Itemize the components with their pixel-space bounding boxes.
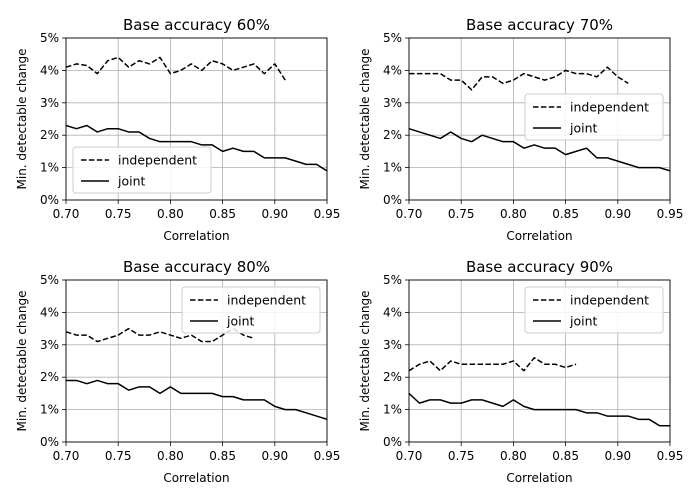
x-axis-label: Correlation	[163, 471, 229, 485]
x-tick-label: 0.70	[396, 207, 423, 221]
y-tick-label: 3%	[383, 96, 402, 110]
axes-frame	[408, 37, 671, 201]
x-tick-label: 0.75	[448, 207, 475, 221]
chart-title: Base accuracy 70%	[466, 16, 613, 34]
y-tick-label: 5%	[383, 31, 402, 45]
y-tick-label: 5%	[40, 31, 59, 45]
series-line-joint	[66, 379, 328, 421]
y-tick-label: 2%	[40, 370, 59, 384]
y-tick-label: 2%	[383, 128, 402, 142]
x-tick-label: 0.95	[657, 449, 684, 463]
y-tick-label: 4%	[383, 63, 402, 77]
chart-title: Base accuracy 80%	[123, 258, 270, 276]
y-tick-label: 4%	[40, 63, 59, 77]
x-tick-label: 0.90	[261, 449, 288, 463]
chart-title: Base accuracy 60%	[123, 16, 270, 34]
y-tick-label: 0%	[383, 435, 402, 449]
x-axis-label: Correlation	[506, 229, 572, 243]
x-tick-label: 0.75	[105, 449, 132, 463]
y-tick-label: 2%	[40, 128, 59, 142]
x-tick-label: 0.90	[604, 207, 631, 221]
y-tick-label: 1%	[383, 161, 402, 175]
x-tick-label: 0.95	[314, 449, 341, 463]
x-axis-label: Correlation	[163, 229, 229, 243]
legend-label-independent: independent	[118, 153, 197, 168]
series-line-joint	[408, 392, 670, 427]
chart-panel-3: 0.70 0.75 0.80 0.85 0.90 0.95 0% 1% 2% 3% 4% 5% Base…	[15, 258, 340, 485]
y-tick-label: 3%	[40, 96, 59, 110]
x-tick-label: 0.80	[500, 207, 527, 221]
legend-label-independent: independent	[227, 293, 306, 308]
series-line-independent	[65, 56, 286, 81]
chart-title: Base accuracy 90%	[466, 258, 613, 276]
legend-label-independent: independent	[570, 100, 649, 115]
legend: independent joint	[524, 286, 664, 334]
y-tick-label: 3%	[383, 338, 402, 352]
y-tick-label: 0%	[40, 435, 59, 449]
y-tick-label: 1%	[40, 403, 59, 417]
chart-panel-2: 0.70 0.75 0.80 0.85 0.90 0.95 0% 1% 2% 3% 4% 5% Base…	[358, 16, 683, 243]
legend-label-independent: independent	[570, 293, 649, 308]
legend: independent joint	[524, 93, 664, 141]
x-tick-label: 0.75	[448, 449, 475, 463]
chart-panel-1: 0.70 0.75 0.80 0.85 0.90 0.95 0% 1% 2% 3% 4% 5% Base…	[15, 16, 340, 243]
legend: independent joint	[72, 146, 212, 194]
x-axis-label: Correlation	[506, 471, 572, 485]
y-tick-label: 1%	[383, 403, 402, 417]
x-tick-label: 0.85	[552, 449, 579, 463]
axes-frame	[408, 279, 671, 443]
x-tick-label: 0.70	[53, 207, 80, 221]
y-tick-label: 5%	[40, 273, 59, 287]
x-tick-label: 0.80	[500, 449, 527, 463]
y-tick-label: 5%	[383, 273, 402, 287]
series-line-independent	[409, 66, 629, 91]
x-tick-label: 0.85	[552, 207, 579, 221]
legend-label-joint: joint	[226, 314, 255, 329]
x-tick-label: 0.90	[604, 449, 631, 463]
series-line-independent	[65, 327, 255, 343]
x-tick-label: 0.70	[396, 449, 423, 463]
x-tick-label: 0.85	[209, 207, 236, 221]
y-tick-label: 0%	[40, 193, 59, 207]
y-tick-label: 3%	[40, 338, 59, 352]
legend-label-joint: joint	[117, 174, 146, 189]
y-tick-label: 4%	[40, 305, 59, 319]
y-axis-label: Min. detectable change	[358, 291, 372, 432]
series-line-independent	[408, 357, 577, 372]
legend: independent joint	[181, 286, 321, 334]
x-tick-label: 0.80	[157, 207, 184, 221]
y-tick-label: 4%	[383, 305, 402, 319]
y-tick-label: 1%	[40, 161, 59, 175]
axes-frame	[65, 279, 328, 443]
legend-label-joint: joint	[569, 121, 598, 136]
x-tick-label: 0.70	[53, 449, 80, 463]
x-tick-label: 0.95	[657, 207, 684, 221]
chart-panel-4: 0.70 0.75 0.80 0.85 0.90 0.95 0% 1% 2% 3% 4% 5% Base…	[358, 258, 683, 485]
series-line-joint	[408, 128, 671, 172]
series-line-joint	[65, 124, 328, 172]
legend-label-joint: joint	[569, 314, 598, 329]
y-tick-label: 2%	[383, 370, 402, 384]
y-tick-label: 0%	[383, 193, 402, 207]
y-axis-label: Min. detectable change	[15, 49, 29, 190]
y-axis-label: Min. detectable change	[358, 49, 372, 190]
x-tick-label: 0.90	[261, 207, 288, 221]
x-tick-label: 0.85	[209, 449, 236, 463]
x-tick-label: 0.95	[314, 207, 341, 221]
x-tick-label: 0.75	[105, 207, 132, 221]
axes-frame	[65, 37, 328, 201]
x-tick-label: 0.80	[157, 449, 184, 463]
y-axis-label: Min. detectable change	[15, 291, 29, 432]
